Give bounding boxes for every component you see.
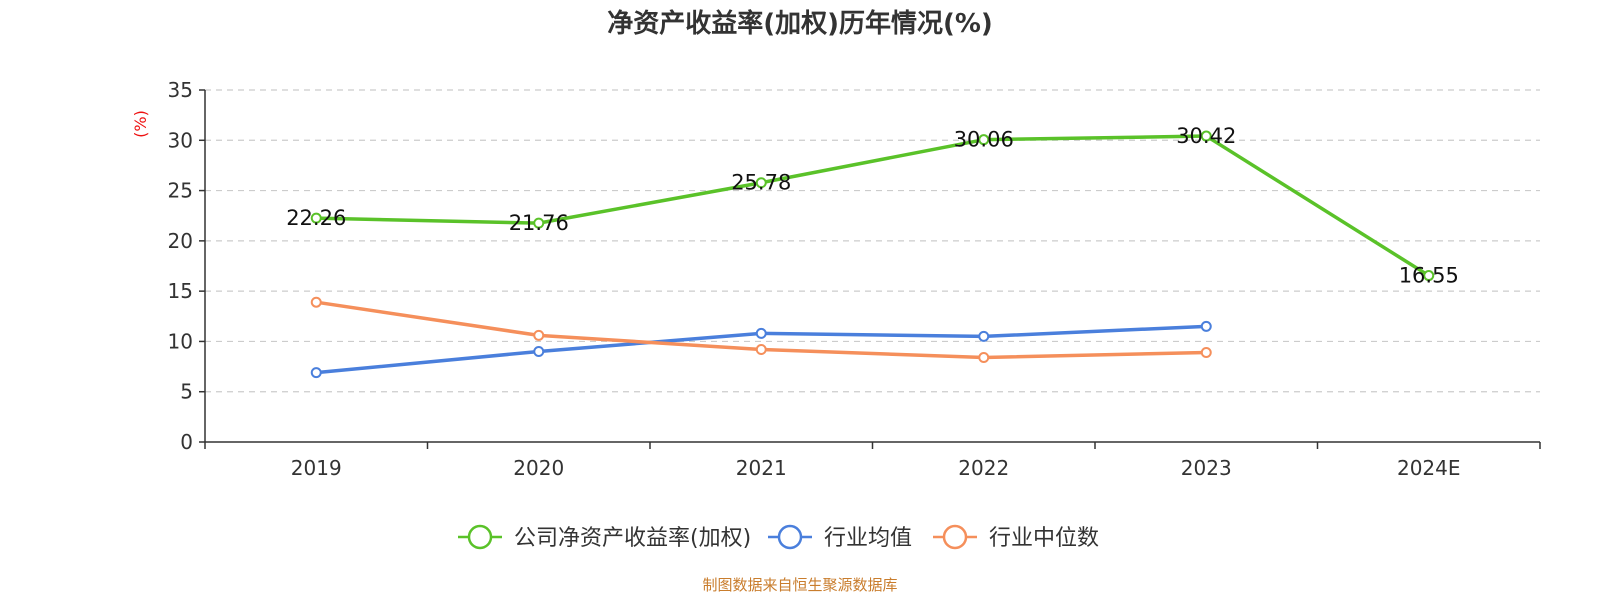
legend-marker[interactable] — [942, 524, 968, 550]
data-label: 30.42 — [1176, 124, 1236, 148]
data-point[interactable] — [1200, 346, 1212, 358]
x-tick-label: 2023 — [1181, 456, 1232, 480]
y-tick-label: 30 — [168, 128, 193, 152]
x-tick-label: 2024E — [1397, 456, 1461, 480]
legend-marker[interactable] — [777, 524, 803, 550]
y-tick-label: 0 — [180, 430, 193, 454]
legend-label[interactable]: 公司净资产收益率(加权) — [514, 526, 751, 551]
x-tick-label: 2022 — [958, 456, 1009, 480]
data-point[interactable] — [1200, 320, 1212, 332]
chart-title: 净资产收益率(加权)历年情况(%) — [607, 8, 993, 39]
data-point[interactable] — [755, 343, 767, 355]
data-point[interactable] — [1200, 130, 1212, 142]
x-tick-label: 2021 — [736, 456, 787, 480]
source-note: 制图数据来自恒生聚源数据库 — [702, 576, 897, 594]
legend: 公司净资产收益率(加权) 行业均值 行业中位数 — [458, 524, 1099, 551]
legend-label[interactable]: 行业中位数 — [989, 526, 1099, 551]
data-point[interactable] — [310, 367, 322, 379]
y-axis-label: (%) — [131, 110, 150, 138]
data-label: 25.78 — [731, 171, 791, 195]
grid-lines — [205, 89, 1540, 393]
data-label: 30.06 — [954, 128, 1014, 152]
data-label: 21.76 — [509, 211, 569, 235]
y-tick-label: 15 — [168, 279, 193, 303]
data-point[interactable] — [755, 327, 767, 339]
y-tick-label: 20 — [168, 229, 193, 253]
data-label: 22.26 — [286, 206, 346, 230]
x-tick-label: 2020 — [513, 456, 564, 480]
legend-label[interactable]: 行业均值 — [824, 526, 912, 551]
data-point[interactable] — [1423, 270, 1435, 282]
data-labels: 22.26 21.76 25.78 30.06 30.42 16.55 — [286, 124, 1459, 287]
data-point[interactable] — [978, 330, 990, 342]
data-point[interactable] — [978, 352, 990, 364]
series-group — [310, 130, 1435, 379]
y-tick-label: 35 — [168, 78, 193, 102]
data-point[interactable] — [310, 212, 322, 224]
data-point[interactable] — [533, 217, 545, 229]
data-point[interactable] — [978, 134, 990, 146]
data-label: 16.55 — [1399, 264, 1459, 288]
x-tick-label: 2019 — [291, 456, 342, 480]
data-point[interactable] — [533, 329, 545, 341]
legend-marker[interactable] — [467, 524, 493, 550]
series-line-0 — [316, 134, 1430, 278]
data-point[interactable] — [755, 177, 767, 189]
y-tick-label: 10 — [168, 329, 193, 353]
y-tick-label: 25 — [168, 179, 193, 203]
y-tick-label: 5 — [180, 380, 193, 404]
data-point[interactable] — [533, 345, 545, 357]
data-point[interactable] — [310, 296, 322, 308]
axes: 0 5 10 15 20 25 30 35 2019 2020 2021 2022 2023 2024E — [168, 78, 1541, 480]
